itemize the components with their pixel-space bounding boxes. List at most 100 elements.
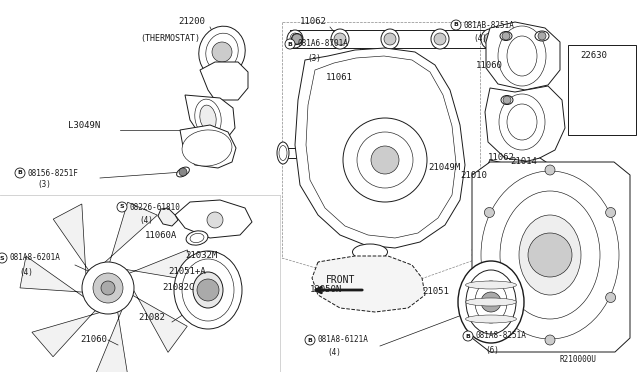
Text: 11061: 11061 xyxy=(326,74,353,83)
Polygon shape xyxy=(175,200,252,238)
Circle shape xyxy=(343,118,427,202)
Ellipse shape xyxy=(465,281,516,289)
Circle shape xyxy=(545,335,555,345)
Text: 21060: 21060 xyxy=(80,336,107,344)
Circle shape xyxy=(292,34,302,44)
Circle shape xyxy=(93,273,123,303)
Polygon shape xyxy=(472,162,630,352)
Circle shape xyxy=(434,33,446,45)
Text: 21051+A: 21051+A xyxy=(168,267,205,276)
Ellipse shape xyxy=(199,26,245,78)
Text: B: B xyxy=(287,42,292,46)
Text: 081A8-6121A: 081A8-6121A xyxy=(317,336,368,344)
Polygon shape xyxy=(306,56,456,238)
Ellipse shape xyxy=(475,281,507,323)
Ellipse shape xyxy=(598,80,607,100)
Polygon shape xyxy=(98,202,157,269)
Text: 11062: 11062 xyxy=(488,154,515,163)
Polygon shape xyxy=(185,95,235,140)
Ellipse shape xyxy=(291,33,303,45)
Text: (6): (6) xyxy=(485,346,499,355)
Text: 081A6-8701A: 081A6-8701A xyxy=(297,39,348,48)
Ellipse shape xyxy=(499,163,541,213)
Ellipse shape xyxy=(174,251,242,329)
Polygon shape xyxy=(200,62,248,100)
Circle shape xyxy=(371,146,399,174)
Text: 11062: 11062 xyxy=(300,17,327,26)
Text: 22630: 22630 xyxy=(580,51,607,60)
Circle shape xyxy=(101,281,115,295)
Circle shape xyxy=(0,253,7,263)
Text: R210000U: R210000U xyxy=(560,356,597,365)
Circle shape xyxy=(285,39,295,49)
Ellipse shape xyxy=(200,105,216,131)
Text: 11060: 11060 xyxy=(476,61,503,70)
Polygon shape xyxy=(158,208,178,226)
Text: S: S xyxy=(0,256,4,260)
Text: (4): (4) xyxy=(327,349,341,357)
Ellipse shape xyxy=(519,215,581,295)
Text: B: B xyxy=(454,22,458,28)
Polygon shape xyxy=(117,250,196,281)
Circle shape xyxy=(605,292,616,302)
Ellipse shape xyxy=(507,36,537,76)
Circle shape xyxy=(207,212,223,228)
Polygon shape xyxy=(295,48,465,248)
Text: 21010: 21010 xyxy=(460,170,487,180)
Ellipse shape xyxy=(331,29,349,49)
Ellipse shape xyxy=(190,233,204,243)
Circle shape xyxy=(212,42,232,62)
Circle shape xyxy=(538,32,546,40)
Ellipse shape xyxy=(481,29,499,49)
Text: 08226-61810: 08226-61810 xyxy=(129,202,180,212)
Text: 08156-8251F: 08156-8251F xyxy=(27,169,78,177)
Text: 21032M: 21032M xyxy=(185,250,217,260)
Ellipse shape xyxy=(498,26,546,86)
Ellipse shape xyxy=(501,96,513,105)
Ellipse shape xyxy=(182,130,232,166)
Ellipse shape xyxy=(355,74,365,90)
Ellipse shape xyxy=(177,167,189,177)
Ellipse shape xyxy=(353,244,387,260)
Ellipse shape xyxy=(465,315,516,323)
Text: 081AB-8251A: 081AB-8251A xyxy=(463,20,514,29)
Polygon shape xyxy=(129,283,188,352)
Ellipse shape xyxy=(195,99,221,137)
Polygon shape xyxy=(180,125,236,168)
Ellipse shape xyxy=(458,261,524,343)
Text: FRONT: FRONT xyxy=(326,275,355,285)
Text: 21082C: 21082C xyxy=(162,282,195,292)
Circle shape xyxy=(82,262,134,314)
Ellipse shape xyxy=(466,270,516,334)
Ellipse shape xyxy=(465,298,516,306)
Circle shape xyxy=(384,33,396,45)
Ellipse shape xyxy=(279,145,287,160)
Ellipse shape xyxy=(535,31,549,41)
Text: (3): (3) xyxy=(37,180,51,189)
Circle shape xyxy=(197,279,219,301)
Text: 21082: 21082 xyxy=(138,314,165,323)
Circle shape xyxy=(334,33,346,45)
Circle shape xyxy=(117,202,127,212)
Text: B: B xyxy=(17,170,22,176)
Text: 21014: 21014 xyxy=(510,157,537,167)
Ellipse shape xyxy=(287,30,303,48)
Text: 21049M: 21049M xyxy=(428,164,460,173)
Ellipse shape xyxy=(277,142,289,164)
Circle shape xyxy=(305,335,315,345)
Polygon shape xyxy=(485,86,565,162)
Circle shape xyxy=(528,233,572,277)
Text: (THERMOSTAT): (THERMOSTAT) xyxy=(140,33,200,42)
Text: (4): (4) xyxy=(139,215,153,224)
Polygon shape xyxy=(20,256,91,302)
Circle shape xyxy=(545,165,555,175)
Polygon shape xyxy=(486,22,560,90)
Ellipse shape xyxy=(500,191,600,319)
Text: 13050N: 13050N xyxy=(310,285,342,295)
Polygon shape xyxy=(484,158,560,218)
Text: 081A8-8251A: 081A8-8251A xyxy=(475,331,526,340)
Ellipse shape xyxy=(182,259,234,321)
Circle shape xyxy=(179,168,187,176)
Circle shape xyxy=(484,33,496,45)
Ellipse shape xyxy=(595,100,609,108)
